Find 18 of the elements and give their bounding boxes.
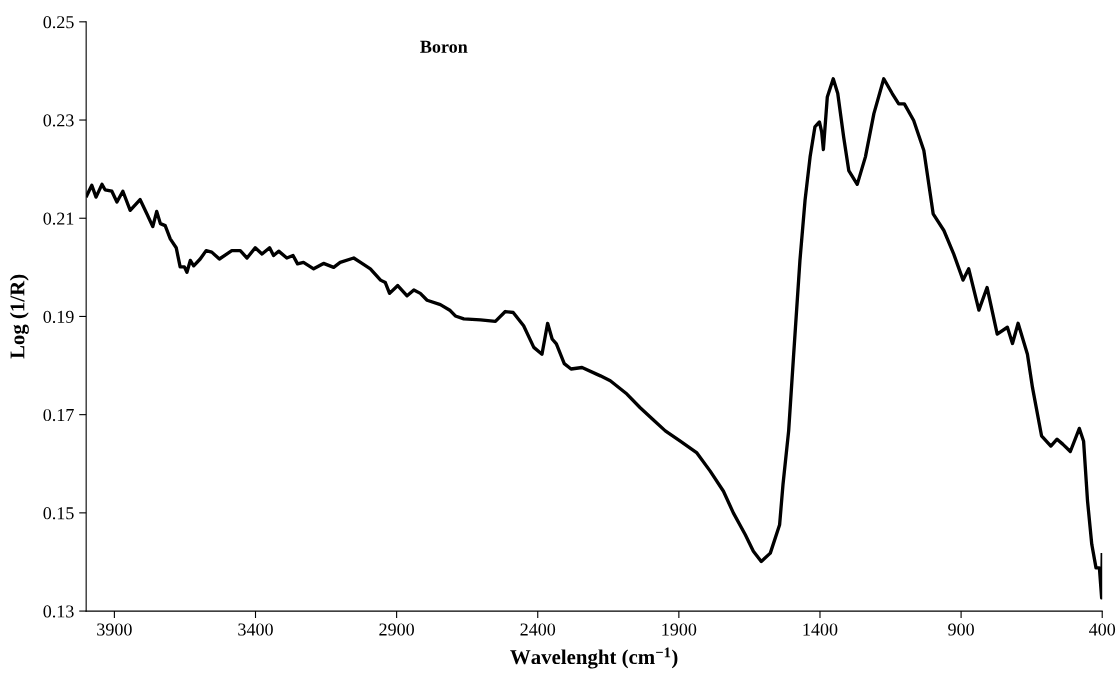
y-tick-label: 0.25	[43, 16, 74, 29]
x-tick-label: 2900	[379, 623, 414, 636]
x-tick-label: 1400	[803, 623, 838, 636]
y-tick-label: 0.17	[43, 408, 74, 422]
text: Boron	[420, 40, 468, 53]
x-tick-label: 3400	[238, 623, 273, 636]
x-tick-label: 1900	[662, 623, 697, 636]
y-axis-title: Log (1/R)	[9, 274, 29, 359]
x-tick-label: 900	[948, 623, 974, 636]
y-tick-label: 0.23	[43, 114, 74, 127]
x-tick-label: 3900	[97, 623, 132, 636]
x-tick-label: 400	[1089, 623, 1116, 636]
y-tick-label: 0.15	[43, 507, 74, 520]
x-tick-label: 2400	[520, 623, 556, 636]
y-tick-label: 0.21	[43, 212, 74, 225]
y-tick-label: 0.13	[43, 605, 74, 618]
y-tick-label: 0.19	[43, 310, 74, 323]
x-axis-title: Wavelenght (cm$^{−1}$)	[510, 647, 678, 669]
